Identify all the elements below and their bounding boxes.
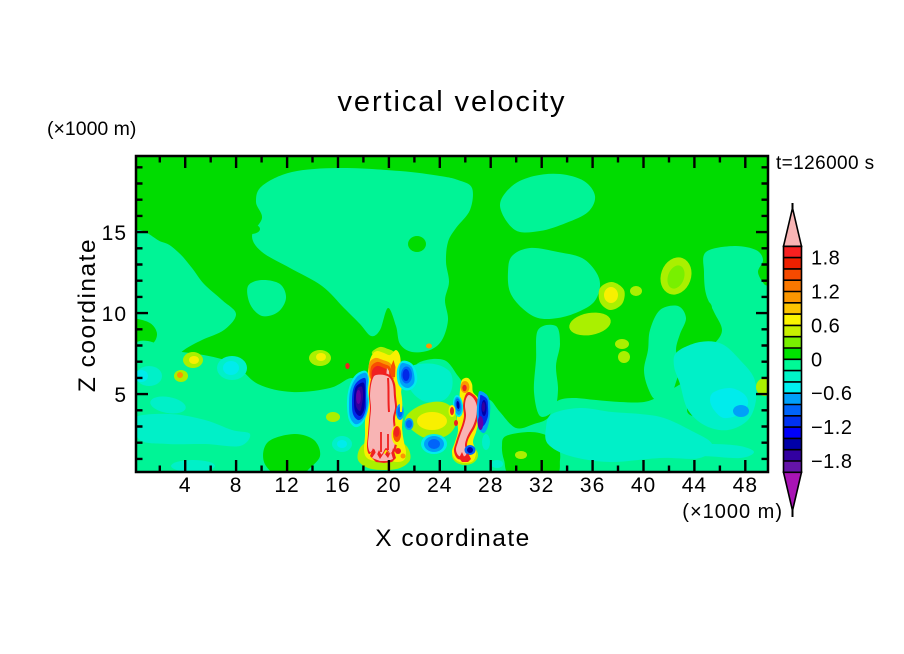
svg-text:8: 8 (230, 474, 243, 497)
svg-text:15: 15 (102, 222, 127, 245)
svg-text:40: 40 (631, 474, 656, 497)
svg-text:0: 0 (811, 349, 823, 371)
svg-text:t=126000 s: t=126000 s (776, 153, 875, 174)
svg-text:4: 4 (179, 474, 192, 497)
svg-text:10: 10 (102, 303, 127, 326)
svg-text:vertical velocity: vertical velocity (338, 86, 567, 118)
svg-text:(×1000 m): (×1000 m) (47, 118, 136, 140)
svg-text:X coordinate: X coordinate (375, 525, 531, 552)
svg-text:1.8: 1.8 (811, 248, 840, 270)
svg-text:1.2: 1.2 (811, 282, 840, 304)
svg-text:0.6: 0.6 (811, 315, 840, 337)
svg-text:16: 16 (325, 474, 350, 497)
svg-text:5: 5 (114, 384, 127, 407)
svg-text:−1.2: −1.2 (811, 417, 852, 439)
svg-text:(×1000 m): (×1000 m) (682, 501, 783, 523)
svg-text:32: 32 (529, 474, 554, 497)
svg-text:−0.6: −0.6 (811, 383, 852, 405)
svg-text:−1.8: −1.8 (811, 451, 852, 473)
svg-text:12: 12 (274, 474, 299, 497)
svg-text:44: 44 (682, 474, 707, 497)
svg-text:20: 20 (376, 474, 401, 497)
svg-text:48: 48 (733, 474, 758, 497)
svg-text:36: 36 (580, 474, 605, 497)
svg-text:Z coordinate: Z coordinate (74, 238, 101, 392)
svg-text:28: 28 (478, 474, 503, 497)
svg-text:24: 24 (427, 474, 452, 497)
